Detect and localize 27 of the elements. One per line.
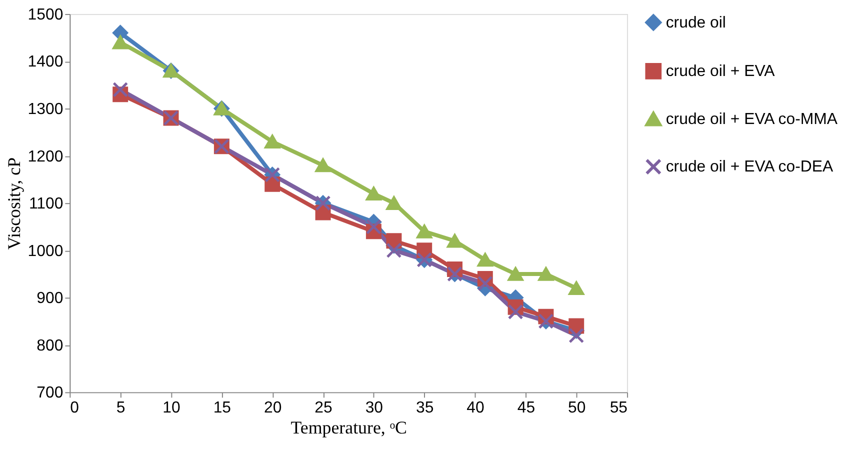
x-tick-label: 40 <box>466 400 485 417</box>
x-tick-label: 50 <box>568 400 586 417</box>
x-tick-label: 15 <box>213 400 232 417</box>
x-tick-label: 0 <box>70 400 80 417</box>
x-tick-label: 20 <box>264 400 282 417</box>
y-tick-label: 1300 <box>28 101 64 118</box>
x-tick-label: 5 <box>116 400 126 417</box>
x-tick-label: 45 <box>517 400 536 417</box>
y-tick-label: 1000 <box>28 242 64 260</box>
y-tick-label: 1200 <box>28 148 64 166</box>
x-tick-label: 25 <box>314 400 333 417</box>
legend-label: crude oil + EVA <box>666 63 776 80</box>
y-tick-label: 900 <box>36 290 64 308</box>
x-tick-label: 55 <box>610 400 628 417</box>
legend-label: crude oil + EVA co-DEA <box>666 158 834 176</box>
y-tick-label: 1100 <box>28 196 64 213</box>
y-axis-title: Viscosity, cP <box>4 157 24 250</box>
legend-label: crude oil <box>666 14 726 32</box>
y-tick-label: 700 <box>36 384 64 402</box>
y-tick-label: 800 <box>36 337 64 354</box>
x-tick-label: 30 <box>365 400 384 417</box>
x-tick-label: 35 <box>416 400 434 417</box>
x-tick-label: 10 <box>162 400 180 417</box>
x-axis-title: Temperature, ᵒC <box>290 417 407 438</box>
legend-label: crude oil + EVA co-MMA <box>666 110 838 128</box>
y-tick-label: 1500 <box>28 6 64 24</box>
y-tick-label: 1400 <box>28 54 64 71</box>
